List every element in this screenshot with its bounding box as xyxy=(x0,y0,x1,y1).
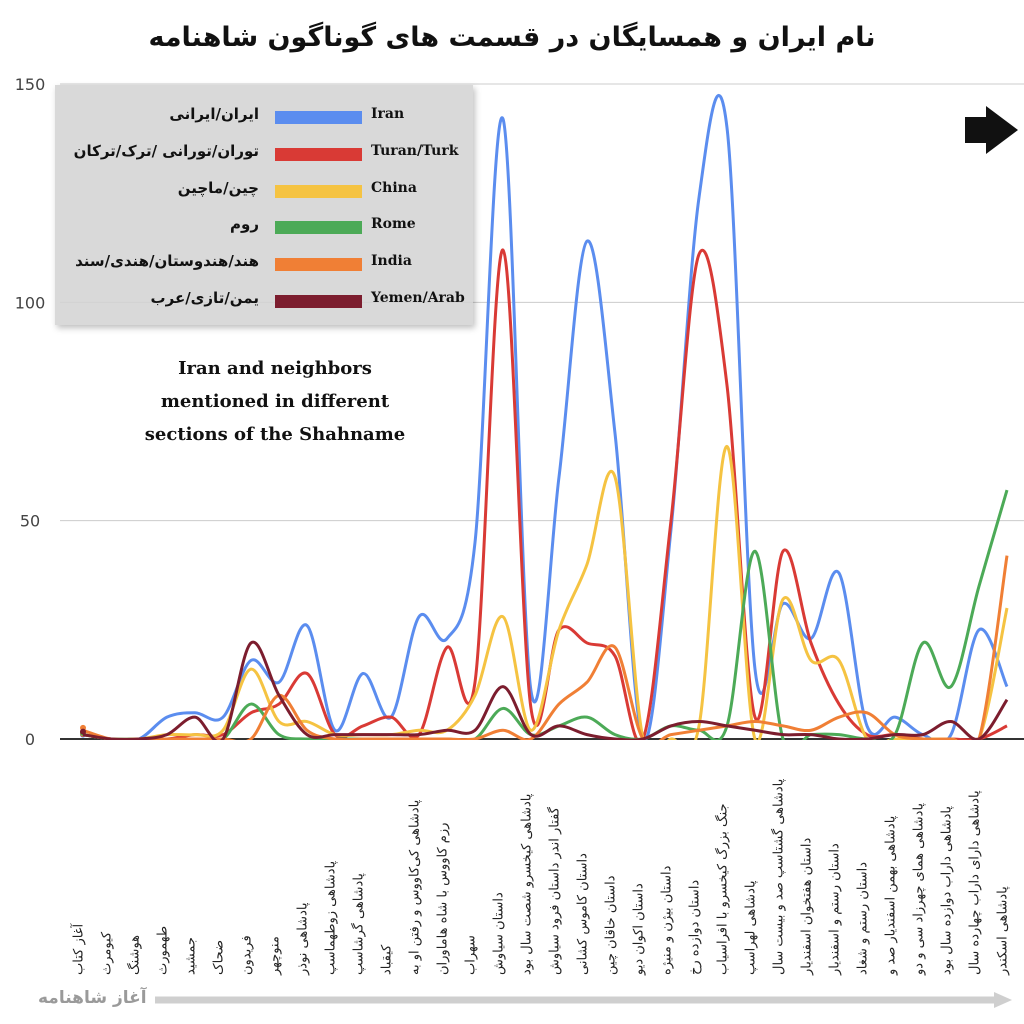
chart-title: نام ایران و همسایگان در قسمت های گوناگون… xyxy=(148,22,876,53)
y-tick-label: 50 xyxy=(20,512,40,531)
y-tick-label: 150 xyxy=(15,75,46,94)
x-tick-label: منوچهر xyxy=(268,936,283,976)
bottom-arrow-head-icon xyxy=(994,992,1012,1008)
y-tick-label: 0 xyxy=(25,730,35,749)
right-arrow-icon xyxy=(965,106,1018,154)
series-line-india xyxy=(82,555,1009,740)
legend-item[interactable]: هند/هندوستان/هندی/سند India xyxy=(55,248,473,278)
x-tick-label: پادشاهی زوطهماسپ xyxy=(324,861,339,975)
x-tick-label: هوشنگ xyxy=(127,935,143,975)
data-point xyxy=(80,728,86,735)
x-tick-label: داستان کاموس کشانی xyxy=(576,853,591,975)
x-tick-label: داستان رستم و اسفندیار xyxy=(828,843,843,976)
bottom-arrow-label: آغاز شاهنامه xyxy=(38,988,147,1008)
x-tick-label: رزم کاووس با شاه هاماوران xyxy=(436,823,451,975)
legend-item[interactable]: روم Rome xyxy=(55,211,473,241)
legend-label: China xyxy=(371,179,417,196)
legend-item[interactable]: توران/تورانی /ترک/ترکان Turan/Turk xyxy=(55,138,473,168)
x-tick-label: داستان اکوان دیو xyxy=(632,883,647,976)
x-tick-label: پادشاهی لهراسپ xyxy=(744,880,759,975)
series-lines xyxy=(80,94,1009,740)
legend-item[interactable]: چین/ماچین China xyxy=(55,175,473,205)
legend-label: Iran xyxy=(371,106,405,122)
legend-swatch xyxy=(275,111,362,124)
x-tick-label: پادشاهی گشتاسپ صد و بیست سال xyxy=(771,778,787,975)
x-tick-label: جنگ بزرگ کیخسرو با افراسیاب xyxy=(714,803,731,975)
series-line-china xyxy=(82,444,1009,740)
x-tick-label: داستان رستم و شغاد xyxy=(856,862,871,975)
legend-item[interactable]: ایران/ایرانی Iran xyxy=(55,101,473,131)
legend-swatch xyxy=(275,221,362,235)
legend-swatch xyxy=(275,295,362,308)
annotation-line: sections of the Shahname xyxy=(144,424,406,445)
x-tick-label: گفتار اندر داستان فرود سیاوش xyxy=(547,806,563,975)
chart-annotation: Iran and neighbors mentioned in differen… xyxy=(120,352,430,451)
x-tick-label: داستان هفتخوان اسفندیار xyxy=(800,837,815,976)
x-tick-label: آغاز کتاب xyxy=(70,923,87,975)
legend-label-fa: توران/تورانی /ترک/ترکان xyxy=(73,141,259,160)
series-line-yemen-arab xyxy=(82,640,1009,740)
y-tick-label: 100 xyxy=(15,293,46,312)
y-axis-ticks: 0 50 100 150 xyxy=(15,75,46,749)
legend-label-fa: یمن/تازی/عرب xyxy=(150,289,259,307)
start-arrow xyxy=(155,992,1012,1008)
legend-label-fa: روم xyxy=(230,215,259,234)
x-tick-label: داستان خاقان چین xyxy=(604,875,619,975)
x-tick-label: پادشاهی بهمن اسفندیار صد و xyxy=(884,815,899,976)
legend-label: Turan/Turk xyxy=(371,142,459,159)
x-tick-label: فریدون xyxy=(240,935,255,975)
x-tick-label: پادشاهی همای چهرزاد سی و دو xyxy=(912,803,927,976)
x-tick-label: داستان سیاوش xyxy=(492,892,507,975)
x-tick-label: سهراب xyxy=(464,935,479,975)
legend-label: India xyxy=(371,253,412,270)
legend-swatch xyxy=(275,147,362,161)
x-tick-label: جمشید xyxy=(184,937,199,975)
x-tick-label: پادشاهی کی‌کاووس و رفتن او به xyxy=(408,799,423,975)
legend-label-fa: چین/ماچین xyxy=(177,178,259,197)
x-tick-label: داستان دوازده رخ xyxy=(688,880,703,975)
annotation-line: mentioned in different xyxy=(160,391,390,412)
legend-label: Rome xyxy=(371,216,416,233)
x-tick-label: کیقباد xyxy=(380,944,395,975)
legend-label-fa: ایران/ایرانی xyxy=(169,105,259,123)
x-tick-label: پادشاهی اسکندر xyxy=(996,886,1011,976)
x-tick-label: کیومرث xyxy=(100,931,115,975)
legend-swatch xyxy=(275,184,362,198)
x-axis-labels: آغاز کتاب کیومرث هوشنگ طهمورث جمشید ضحاک فریدو… xyxy=(70,778,1011,976)
legend-label: Yemen/Arab xyxy=(371,290,465,306)
x-tick-label: داستان بیژن و منیژه xyxy=(660,865,675,975)
legend-label-fa: هند/هندوستان/هندی/سند xyxy=(75,252,259,271)
x-tick-label: ضحاک xyxy=(212,940,227,975)
legend-item[interactable]: یمن/تازی/عرب Yemen/Arab xyxy=(55,285,473,315)
legend-swatch xyxy=(275,258,362,272)
legend: ایران/ایرانی Iran توران/تورانی /ترک/ترکان T… xyxy=(55,85,473,325)
x-tick-label: پادشاهی نوذر xyxy=(296,902,311,976)
x-tick-label: پادشاهی دارای داراب چهارده سال xyxy=(968,790,983,975)
series-line-iran xyxy=(82,94,1009,740)
annotation-line: Iran and neighbors xyxy=(178,358,372,379)
x-tick-label: پادشاهی گرشاسپ xyxy=(351,873,367,975)
x-tick-label: طهمورث xyxy=(156,926,171,975)
x-tick-label: پادشاهی کیخسرو شصت سال بود xyxy=(520,793,535,975)
x-tick-label: پادشاهی داراب دوازده سال بود xyxy=(940,806,955,975)
